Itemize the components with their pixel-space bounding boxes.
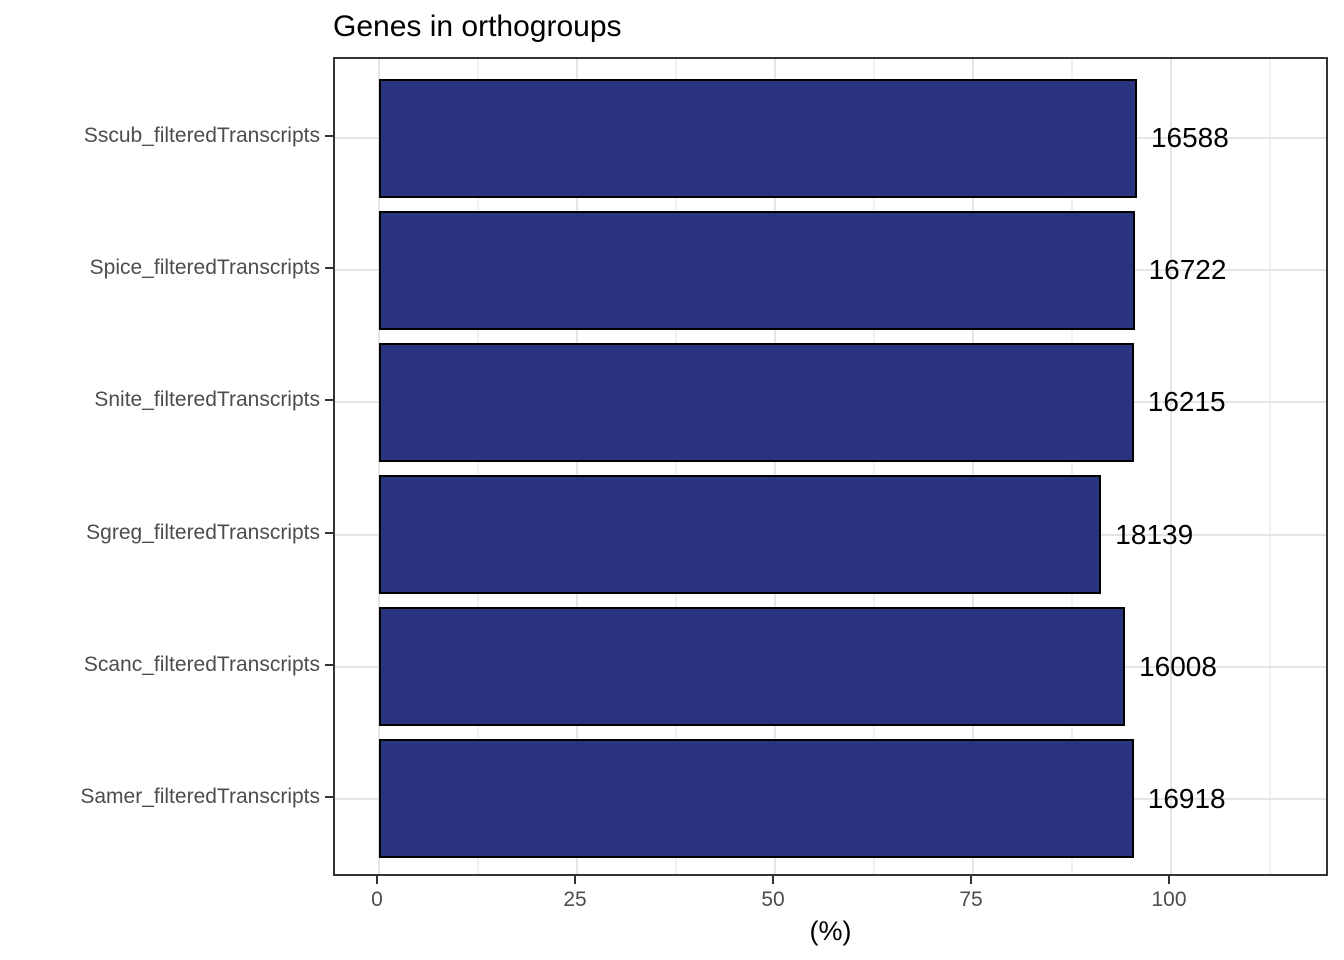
y-axis-label: Samer_filteredTranscripts (80, 784, 320, 808)
y-tick-mark (325, 135, 333, 138)
bar (379, 739, 1134, 859)
bar (379, 342, 1134, 462)
y-axis-label: Scanc_filteredTranscripts (83, 652, 320, 676)
x-tick-label: 0 (371, 888, 383, 911)
bar (379, 475, 1102, 595)
chart-title: Genes in orthogroups (333, 10, 622, 43)
x-tick-label: 100 (1151, 888, 1187, 911)
y-tick-mark (325, 795, 333, 798)
y-axis-label: Sscub_filteredTranscripts (83, 124, 320, 148)
x-tick-label: 25 (563, 888, 587, 911)
bar-value-label: 18139 (1115, 518, 1194, 550)
bar (379, 210, 1135, 330)
bar-value-label: 16722 (1148, 254, 1227, 286)
x-tick-mark (970, 876, 972, 884)
bar (379, 607, 1126, 727)
major-gridline (1170, 59, 1172, 874)
bar-value-label: 16918 (1147, 782, 1226, 814)
y-tick-mark (325, 267, 333, 270)
x-tick-mark (376, 876, 378, 884)
bar-value-label: 16008 (1139, 650, 1217, 682)
y-tick-mark (325, 531, 333, 534)
bar (379, 78, 1137, 198)
bar-value-label: 16588 (1150, 122, 1229, 154)
y-axis-label: Sgreg_filteredTranscripts (86, 520, 320, 544)
minor-gridline (1269, 59, 1271, 874)
major-gridline (576, 59, 578, 874)
y-tick-mark (325, 663, 333, 666)
bar-value-label: 16215 (1147, 386, 1226, 418)
minor-gridline (1071, 59, 1073, 874)
major-gridline (774, 59, 776, 874)
major-gridline (378, 59, 380, 874)
x-tick-label: 75 (959, 888, 983, 911)
minor-gridline (477, 59, 479, 874)
x-tick-mark (1168, 876, 1170, 884)
plot-panel: 16588 16722 16215 18139 16008 16918 (333, 57, 1328, 876)
y-axis-label: Snite_filteredTranscripts (94, 388, 320, 412)
minor-gridline (675, 59, 677, 874)
major-gridline (972, 59, 974, 874)
x-tick-mark (772, 876, 774, 884)
x-tick-label: 50 (761, 888, 785, 911)
y-axis-label: Spice_filteredTranscripts (89, 256, 320, 280)
x-axis-title: (%) (809, 916, 852, 946)
y-tick-mark (325, 399, 333, 402)
x-tick-mark (574, 876, 576, 884)
minor-gridline (873, 59, 875, 874)
